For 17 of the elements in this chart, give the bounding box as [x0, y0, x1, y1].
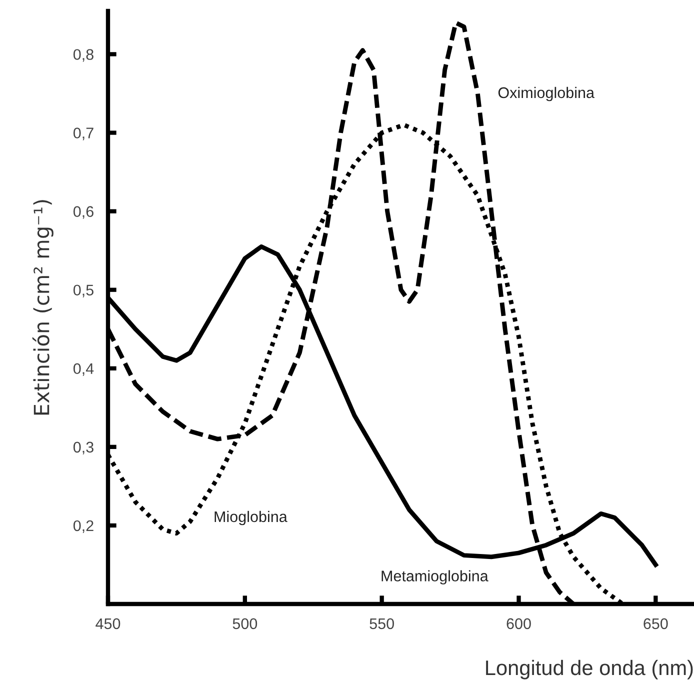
x-tick-label: 450	[96, 618, 120, 630]
series-label: Mioglobina	[214, 510, 288, 526]
y-tick-label: 0,2	[73, 520, 94, 533]
y-tick-label: 0,6	[73, 206, 94, 219]
x-axis-title: Longitud de onda (nm)	[486, 660, 693, 680]
x-tick-label: 650	[644, 618, 668, 630]
y-tick-label: 0,8	[73, 49, 94, 62]
x-tick-label: 500	[232, 618, 258, 630]
y-tick-label: 0,4	[73, 363, 94, 376]
y-axis-title: Extinción (cm² mg⁻¹)	[32, 200, 54, 415]
series-label: Oximioglobina	[498, 86, 594, 102]
x-tick-label: 600	[506, 618, 531, 630]
y-tick-label: 0,3	[73, 442, 94, 454]
y-tick-label: 0,5	[73, 284, 94, 298]
series-label: Metamioglobina	[382, 570, 488, 584]
y-tick-label: 0,7	[73, 128, 94, 140]
x-tick-label: 550	[370, 618, 394, 630]
